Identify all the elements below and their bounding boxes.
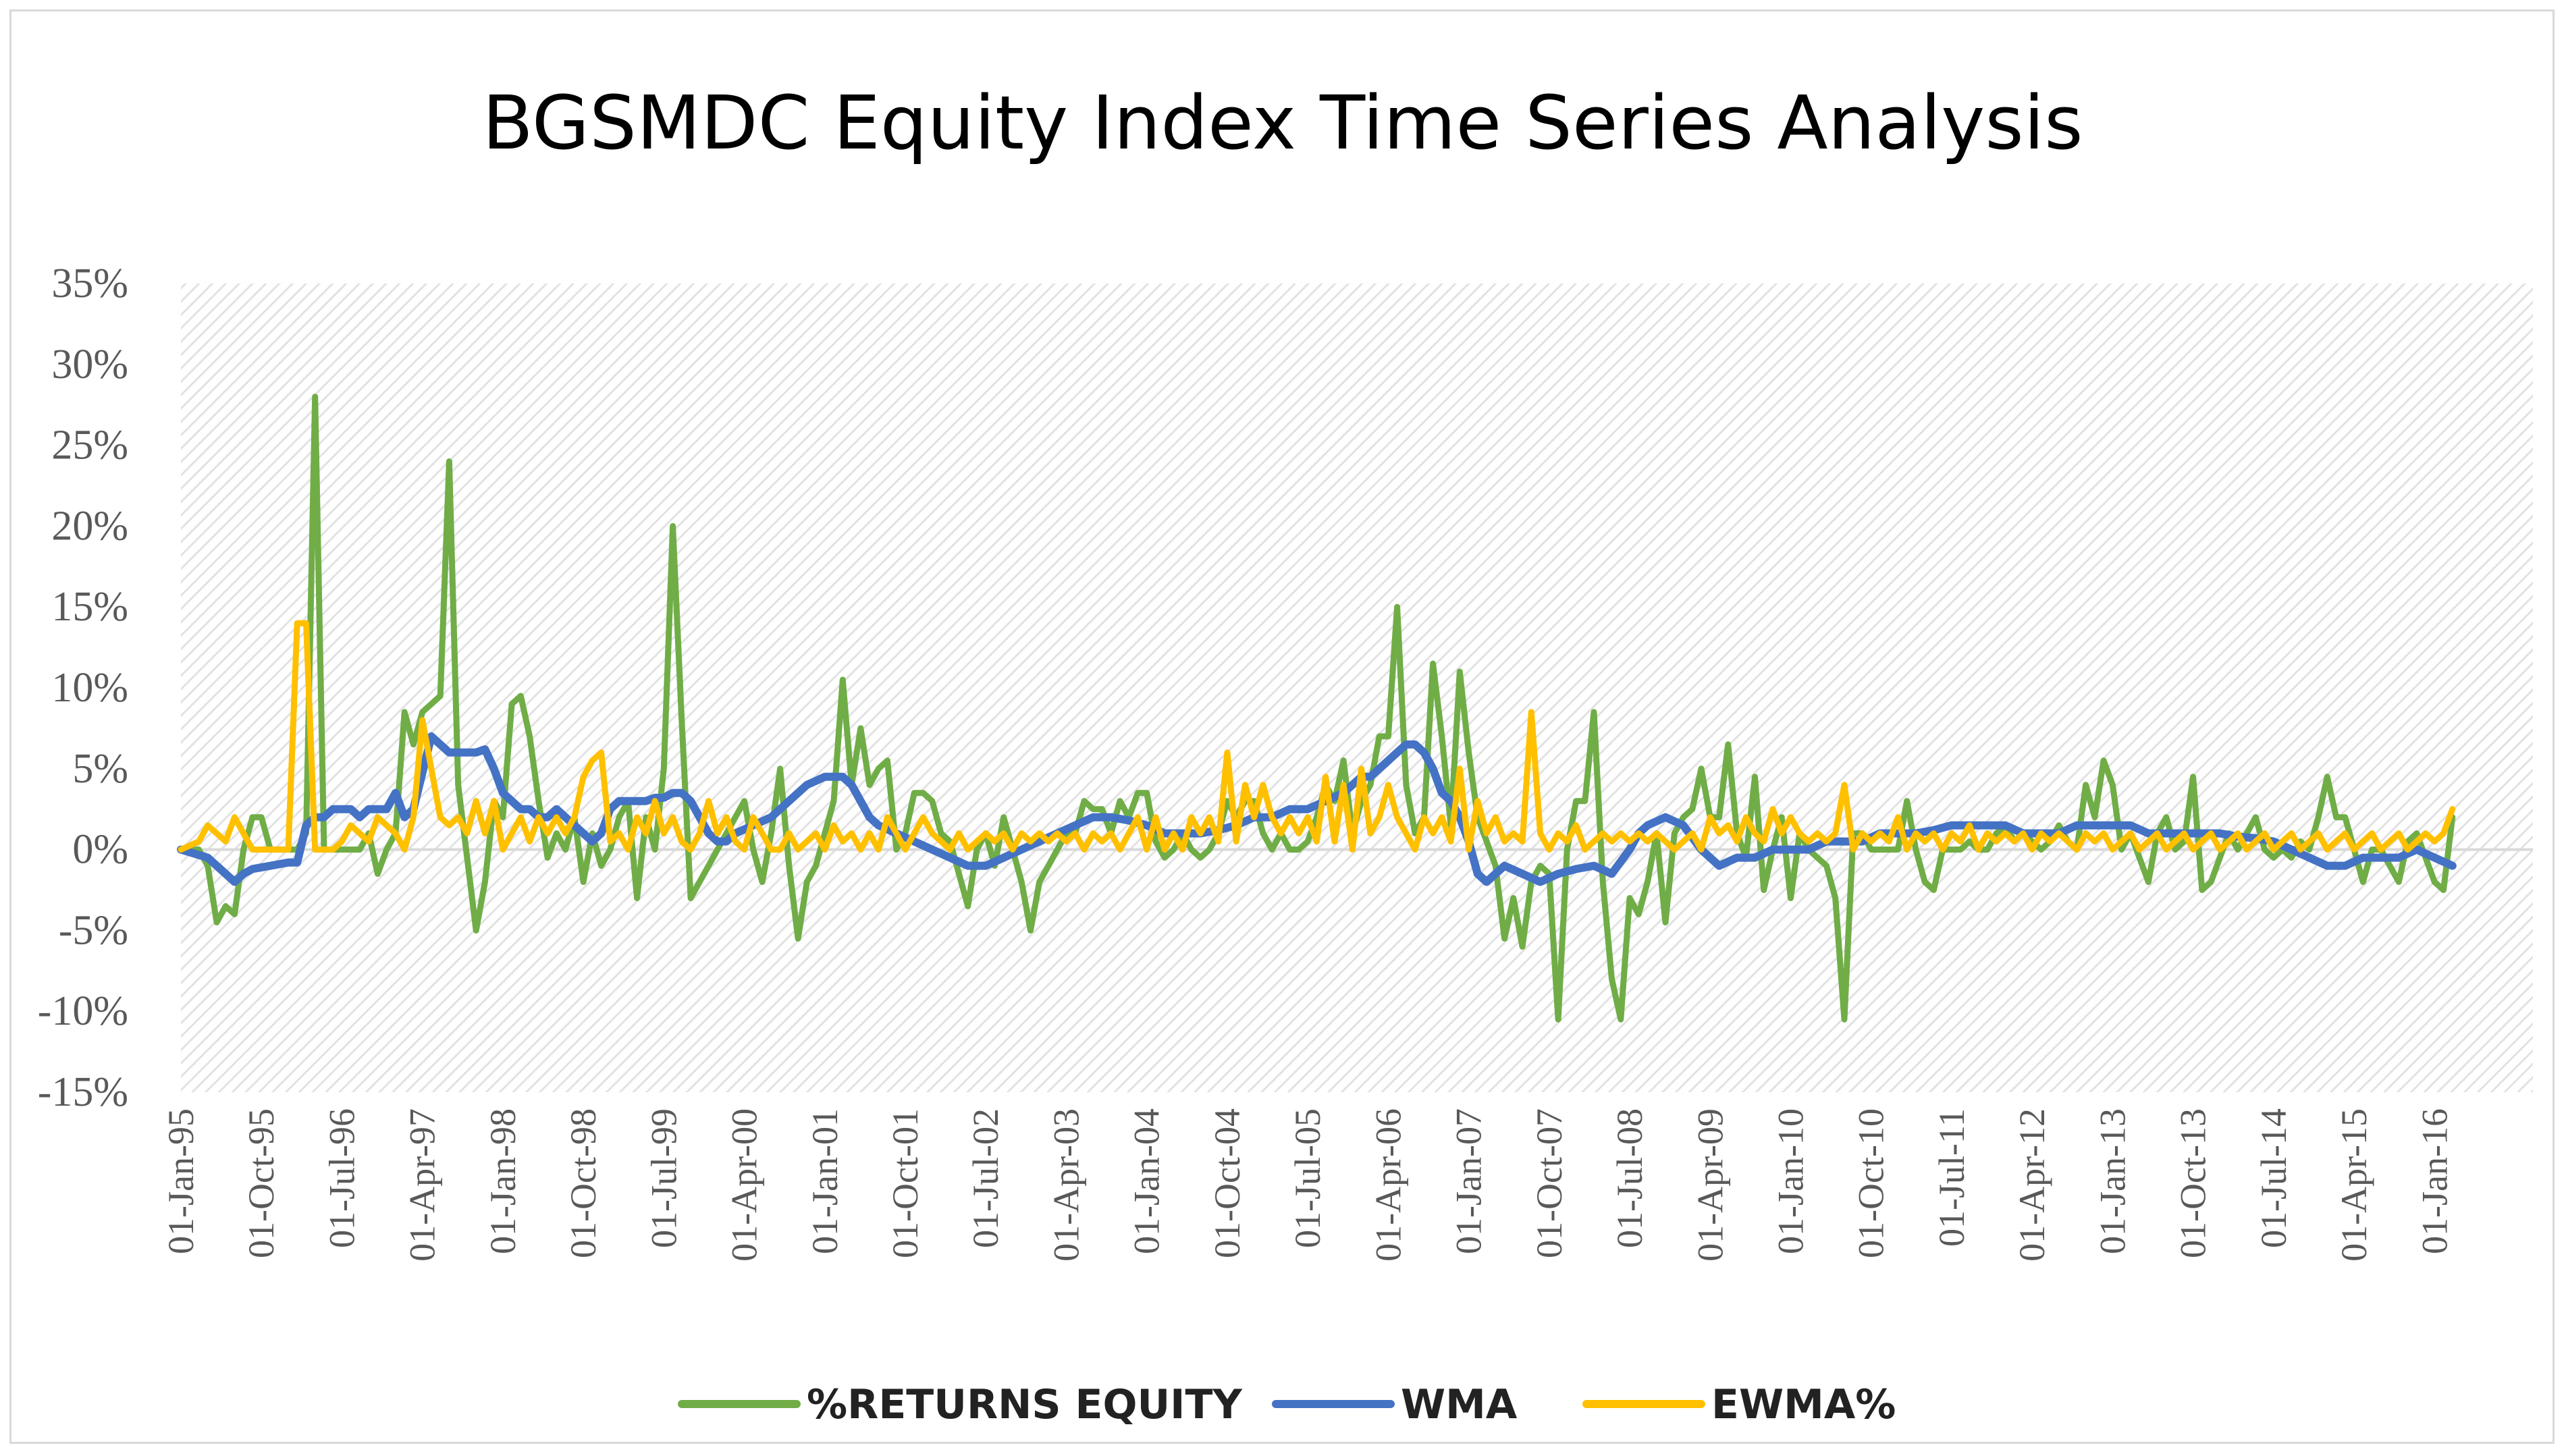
x-tick-label: 01-Apr-06 — [1368, 1108, 1408, 1262]
y-tick-label: -10% — [38, 988, 128, 1034]
legend-label: EWMA% — [1711, 1381, 1896, 1428]
y-tick-label: 20% — [51, 503, 128, 549]
x-tick-label: 01-Jan-10 — [1770, 1108, 1811, 1254]
series-line-wma — [177, 732, 2457, 886]
x-tick-label: 01-Oct-04 — [1207, 1108, 1248, 1258]
x-tick-label: 01-Jan-01 — [805, 1108, 845, 1254]
x-tick-label: 01-Oct-01 — [885, 1108, 926, 1258]
plot-area — [181, 284, 2533, 1092]
x-tick-label: 01-Jul-02 — [965, 1108, 1006, 1248]
x-tick-label: 01-Jan-07 — [1449, 1108, 1489, 1254]
x-tick-label: 01-Jan-04 — [1127, 1108, 1167, 1254]
x-tick-label: 01-Jan-13 — [2092, 1108, 2133, 1254]
x-tick-label: 01-Oct-10 — [1851, 1108, 1892, 1258]
x-tick-label: 01-Jul-96 — [321, 1108, 362, 1248]
x-tick-label: 01-Jul-08 — [1609, 1108, 1650, 1248]
x-tick-label: 01-Apr-12 — [2012, 1108, 2052, 1262]
x-tick-label: 01-Jan-98 — [483, 1108, 523, 1254]
x-tick-label: 01-Oct-98 — [563, 1108, 604, 1258]
series-line-ewma — [178, 620, 2456, 853]
legend-label: WMA — [1401, 1381, 1518, 1428]
x-tick-label: 01-Jan-16 — [2414, 1108, 2455, 1254]
legend: %RETURNS EQUITY WMA EWMA% — [678, 1381, 1896, 1428]
x-tick-label: 01-Apr-15 — [2334, 1108, 2374, 1262]
x-tick-label: 01-Apr-00 — [724, 1108, 765, 1262]
legend-label: %RETURNS EQUITY — [807, 1381, 1243, 1428]
x-tick-label: 01-Jul-14 — [2253, 1108, 2294, 1248]
x-tick-label: 01-Jan-95 — [161, 1108, 201, 1254]
x-tick-label: 01-Apr-03 — [1046, 1108, 1086, 1262]
y-tick-label: -15% — [38, 1069, 128, 1115]
x-tick-label: 01-Apr-97 — [402, 1108, 443, 1262]
x-tick-label: 01-Apr-09 — [1690, 1108, 1730, 1262]
y-tick-label: 30% — [51, 342, 128, 387]
x-tick-label: 01-Jul-99 — [643, 1108, 684, 1248]
x-tick-label: 01-Oct-95 — [241, 1108, 282, 1258]
y-tick-label: -5% — [59, 907, 128, 953]
x-tick-label: 01-Oct-07 — [1529, 1108, 1570, 1258]
y-tick-label: 15% — [51, 584, 128, 630]
series-layer — [177, 394, 2457, 1023]
y-tick-label: 35% — [51, 261, 128, 306]
x-axis: 01-Jan-95 01-Oct-95 01-Jul-96 01-Apr-97 01-J… — [161, 1108, 2455, 1262]
x-tick-label: 01-Jul-05 — [1287, 1108, 1328, 1248]
chart-title: BGSMDC Equity Index Time Series Analysis — [482, 80, 2083, 166]
y-tick-label: 25% — [51, 423, 128, 468]
y-tick-label: 5% — [72, 746, 128, 792]
y-tick-label: 10% — [51, 665, 128, 711]
x-tick-label: 01-Oct-13 — [2173, 1108, 2214, 1258]
x-tick-label: 01-Jul-11 — [1931, 1108, 1972, 1247]
y-axis: -15% -10% -5% 0% 5% 10% 15% 20% 25% 30% 35% — [38, 261, 128, 1115]
y-tick-label: 0% — [72, 827, 128, 873]
